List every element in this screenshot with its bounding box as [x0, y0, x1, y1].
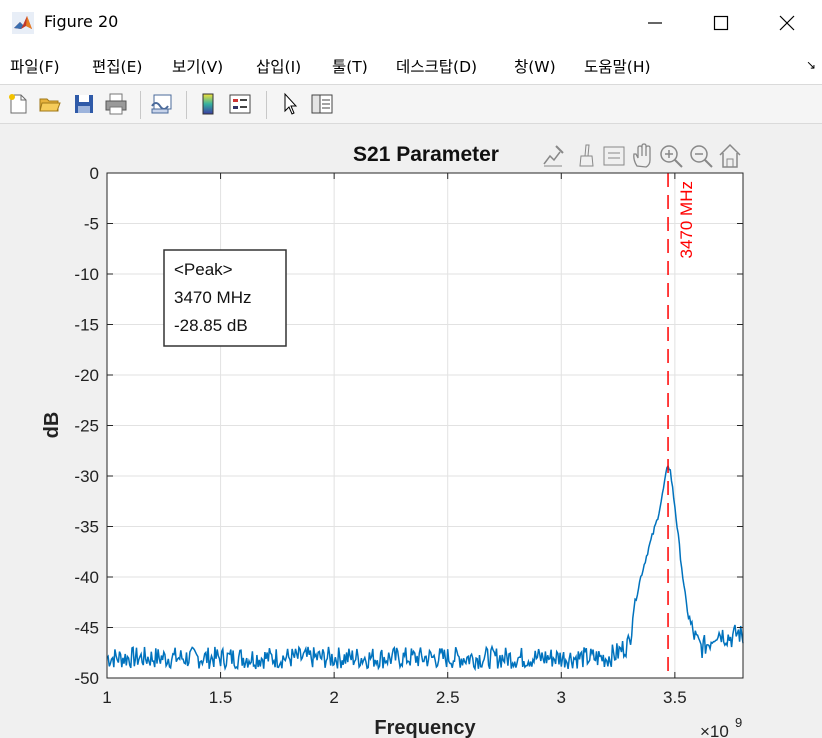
data-tips-icon[interactable]: [601, 142, 627, 170]
minimize-icon: [648, 22, 662, 24]
print-icon[interactable]: [104, 92, 128, 116]
pan-icon[interactable]: [629, 142, 655, 170]
figure-toolbar: [0, 84, 822, 124]
matlab-logo-icon: [12, 12, 34, 34]
home-icon[interactable]: [717, 142, 743, 170]
menu-window[interactable]: 창(W): [514, 58, 556, 76]
toolbar-separator: [266, 91, 267, 119]
export-icon[interactable]: [540, 142, 566, 170]
toolbar-separator: [140, 91, 141, 119]
menu-view[interactable]: 보기(V): [172, 58, 224, 76]
menu-file[interactable]: 파일(F): [10, 58, 60, 76]
window-title: Figure 20: [44, 12, 119, 31]
menu-desktop[interactable]: 데스크탑(D): [396, 58, 478, 76]
new-figure-icon[interactable]: [6, 92, 30, 116]
maximize-button[interactable]: [698, 6, 744, 40]
dock-arrow-icon[interactable]: ↘: [805, 58, 816, 72]
close-icon: [779, 15, 795, 31]
link-plot-icon[interactable]: [150, 92, 174, 116]
menu-bar: 파일(F) 편집(E) 보기(V) 삽입(I) 툴(T) 데스크탑(D) 창(W…: [0, 44, 822, 84]
toolbar-separator: [186, 91, 187, 119]
open-file-icon[interactable]: [38, 92, 62, 116]
insert-colorbar-icon[interactable]: [196, 92, 220, 116]
menu-insert[interactable]: 삽입(I): [256, 58, 302, 76]
zoom-out-icon[interactable]: [688, 142, 714, 170]
menu-tools[interactable]: 툴(T): [332, 58, 368, 76]
figure-canvas-area: [0, 124, 822, 738]
save-icon[interactable]: [72, 92, 96, 116]
insert-legend-icon[interactable]: [228, 92, 252, 116]
title-bar: Figure 20: [0, 0, 822, 44]
minimize-button[interactable]: [632, 6, 678, 40]
close-button[interactable]: [764, 6, 810, 40]
maximize-icon: [713, 15, 729, 31]
menu-help[interactable]: 도움말(H): [584, 58, 651, 76]
brush-icon[interactable]: [572, 142, 598, 170]
zoom-in-icon[interactable]: [658, 142, 684, 170]
menu-edit[interactable]: 편집(E): [92, 58, 143, 76]
edit-plot-icon[interactable]: [278, 92, 302, 116]
property-inspector-icon[interactable]: [310, 92, 334, 116]
